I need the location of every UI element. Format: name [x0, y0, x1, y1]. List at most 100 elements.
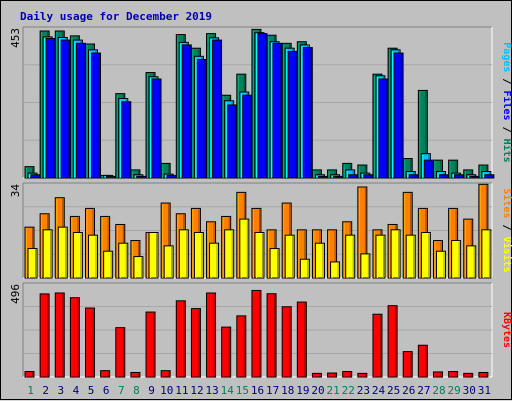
- bar-pages-20: [317, 175, 328, 179]
- bar-pages-15: [242, 94, 253, 179]
- x-tick-label-24: 24: [372, 384, 386, 397]
- bar-sites-13: [209, 242, 220, 279]
- bar-sites-10: [163, 245, 174, 279]
- bar-kbytes-16: [251, 289, 262, 378]
- bar-pages-27: [423, 159, 434, 179]
- bar-sites-16: [254, 232, 265, 279]
- x-tick-label-29: 29: [448, 384, 461, 397]
- legend-label-kbytes: KBytes: [501, 312, 512, 348]
- bar-sites-11: [178, 229, 189, 279]
- x-tick-label-31: 31: [478, 384, 491, 397]
- bar-pages-28: [438, 174, 449, 179]
- x-tick-label-18: 18: [281, 384, 294, 397]
- x-tick-label-12: 12: [190, 384, 203, 397]
- bar-sites-5: [88, 234, 99, 279]
- bar-sites-4: [72, 232, 83, 279]
- bar-pages-30: [469, 175, 480, 179]
- bar-pages-26: [408, 174, 419, 179]
- bar-kbytes-27: [417, 344, 428, 378]
- panel-visits: 34 Sites / Visits: [9, 182, 512, 279]
- bar-pages-17: [272, 42, 283, 179]
- side-legend-requests: Pages / Files / Hits: [501, 42, 512, 162]
- bar-pages-24: [378, 78, 389, 179]
- legend-label-hits: Hits: [501, 139, 512, 163]
- bar-kbytes-23: [357, 372, 368, 378]
- bar-sites-14: [224, 229, 235, 279]
- bar-kbytes-30: [463, 372, 474, 378]
- y-max-label-requests: 453: [9, 28, 22, 48]
- bar-kbytes-29: [448, 371, 459, 378]
- bar-sites-20: [314, 242, 325, 279]
- x-tick-label-9: 9: [148, 384, 155, 397]
- x-tick-label-11: 11: [175, 384, 188, 397]
- bar-pages-1: [30, 174, 41, 179]
- bar-sites-17: [269, 248, 280, 279]
- x-tick-label-21: 21: [327, 384, 340, 397]
- x-tick-label-20: 20: [311, 384, 324, 397]
- bar-kbytes-25: [387, 305, 398, 378]
- bar-sites-21: [330, 261, 341, 279]
- bar-kbytes-12: [190, 308, 201, 378]
- bar-kbytes-1: [24, 371, 35, 378]
- bar-pages-31: [484, 174, 495, 179]
- bar-pages-7: [121, 101, 132, 179]
- x-tick-label-7: 7: [118, 384, 125, 397]
- panel-kbytes: 496 KBytes: [9, 282, 512, 378]
- bar-pages-25: [393, 52, 404, 179]
- bar-sites-6: [103, 250, 114, 279]
- y-max-label-visits: 34: [9, 184, 22, 198]
- bar-sites-9: [148, 232, 159, 279]
- bar-sites-27: [420, 232, 431, 279]
- legend-label-pages: Pages: [501, 42, 512, 72]
- panel-requests: 453 Pages / Files / Hits: [9, 26, 512, 179]
- bar-pages-3: [60, 39, 71, 179]
- x-tick-label-27: 27: [417, 384, 430, 397]
- bar-pages-6: [106, 175, 117, 179]
- bar-kbytes-14: [221, 326, 232, 378]
- x-tick-label-22: 22: [342, 384, 355, 397]
- x-tick-label-10: 10: [160, 384, 173, 397]
- bar-pages-18: [287, 50, 298, 179]
- bar-kbytes-19: [296, 301, 307, 378]
- y-max-label-kbytes: 496: [9, 284, 22, 304]
- bar-pages-16: [257, 33, 268, 179]
- bar-pages-8: [136, 175, 147, 179]
- bar-kbytes-21: [327, 372, 338, 378]
- x-tick-label-3: 3: [58, 384, 65, 397]
- x-tick-label-2: 2: [42, 384, 49, 397]
- x-tick-label-25: 25: [387, 384, 400, 397]
- bar-pages-10: [166, 174, 177, 179]
- bar-pages-9: [151, 78, 162, 179]
- bar-pages-4: [75, 42, 86, 179]
- x-tick-label-5: 5: [88, 384, 95, 397]
- bar-pages-5: [91, 52, 102, 179]
- x-tick-label-1: 1: [27, 384, 34, 397]
- bar-sites-2: [42, 229, 53, 279]
- legend-label-files: Files: [501, 90, 512, 120]
- bar-sites-24: [375, 234, 386, 279]
- bar-sites-18: [284, 234, 295, 279]
- legend-label-visits: Visits: [501, 237, 512, 273]
- bar-sites-28: [435, 250, 446, 279]
- legend-separator: /: [501, 218, 512, 236]
- bar-kbytes-24: [372, 313, 383, 378]
- bar-sites-23: [360, 253, 371, 279]
- bar-kbytes-5: [85, 307, 96, 378]
- bar-kbytes-28: [432, 371, 443, 378]
- bar-sites-8: [133, 256, 144, 279]
- x-tick-label-6: 6: [103, 384, 110, 397]
- bar-kbytes-13: [206, 292, 217, 378]
- bar-kbytes-6: [100, 370, 111, 378]
- x-tick-label-14: 14: [221, 384, 235, 397]
- bar-kbytes-10: [160, 370, 171, 378]
- x-axis-labels: 1 2 3 4 5 6 7 8 9 10 11 12 13 14 15 16 17 18 19 20 21 22 23 24 2…: [27, 384, 491, 397]
- bar-sites-15: [239, 218, 250, 279]
- x-tick-label-16: 16: [251, 384, 264, 397]
- x-tick-label-28: 28: [432, 384, 445, 397]
- bar-kbytes-7: [115, 327, 126, 378]
- bar-pages-14: [227, 104, 238, 179]
- x-tick-label-23: 23: [357, 384, 370, 397]
- bar-pages-22: [348, 174, 359, 179]
